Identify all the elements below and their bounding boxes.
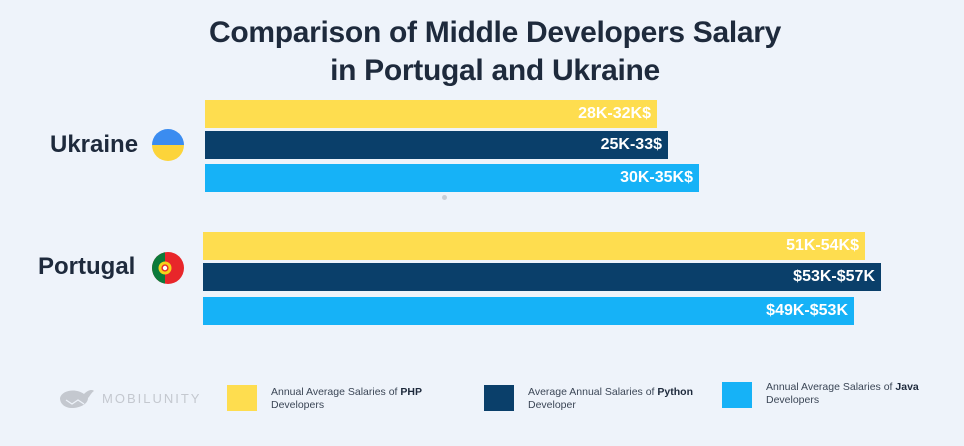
bar-value-label: 51K-54K$ — [786, 237, 859, 254]
logo-text: MOBILUNITY — [102, 390, 202, 406]
bar-ukraine-java: 30K-35K$ — [205, 164, 699, 192]
bar-value-label: 30K-35K$ — [620, 169, 693, 186]
legend-python-prefix: Average Annual Salaries of — [528, 386, 658, 398]
legend-text-python: Average Annual Salaries of Python Develo… — [528, 386, 718, 412]
legend-php-prefix: Annual Average Salaries of — [271, 386, 401, 398]
legend-python-suffix: Developer — [528, 399, 576, 411]
category-label-portugal: Portugal — [38, 253, 136, 280]
chart-title-line-2: in Portugal and Ukraine — [330, 54, 660, 87]
whale-icon — [60, 390, 94, 408]
ukraine-flag-icon — [152, 129, 184, 161]
decorative-dot — [442, 195, 447, 200]
category-label-ukraine: Ukraine — [50, 131, 139, 158]
chart-title: Comparison of Middle Developers Salary i… — [0, 14, 964, 90]
legend-java-prefix: Annual Average Salaries of — [766, 381, 896, 393]
bar-value-label: $53K-$57K — [793, 268, 875, 285]
bar-portugal-python: $53K-$57K — [203, 263, 881, 291]
chart-title-line-1: Comparison of Middle Developers Salary — [208, 16, 782, 49]
portugal-flag-icon — [152, 252, 184, 284]
legend-swatch-php — [227, 385, 257, 411]
bar-value-label: 25K-33$ — [600, 136, 662, 153]
legend-php-bold: PHP — [400, 386, 422, 398]
legend-text-php: Annual Average Salaries of PHP Developer… — [271, 386, 461, 412]
legend-java-bold: Java — [895, 381, 919, 393]
mobilunity-logo: MOBILUNITY — [58, 386, 201, 410]
legend-swatch-python — [484, 385, 514, 411]
bar-portugal-java: $49K-$53K — [203, 297, 854, 325]
bar-value-label: $49K-$53K — [766, 302, 848, 319]
bar-ukraine-python: 25K-33$ — [205, 131, 668, 159]
legend-swatch-java — [722, 382, 752, 408]
bar-ukraine-php: 28K-32K$ — [205, 100, 657, 128]
legend-text-java: Annual Average Salaries of Java Develope… — [766, 381, 956, 407]
legend-java-suffix: Developers — [766, 394, 820, 406]
bar-portugal-php: 51K-54K$ — [203, 232, 865, 260]
bar-value-label: 28K-32K$ — [578, 105, 651, 122]
legend-python-bold: Python — [657, 386, 693, 398]
legend-php-suffix: Developers — [271, 399, 325, 411]
